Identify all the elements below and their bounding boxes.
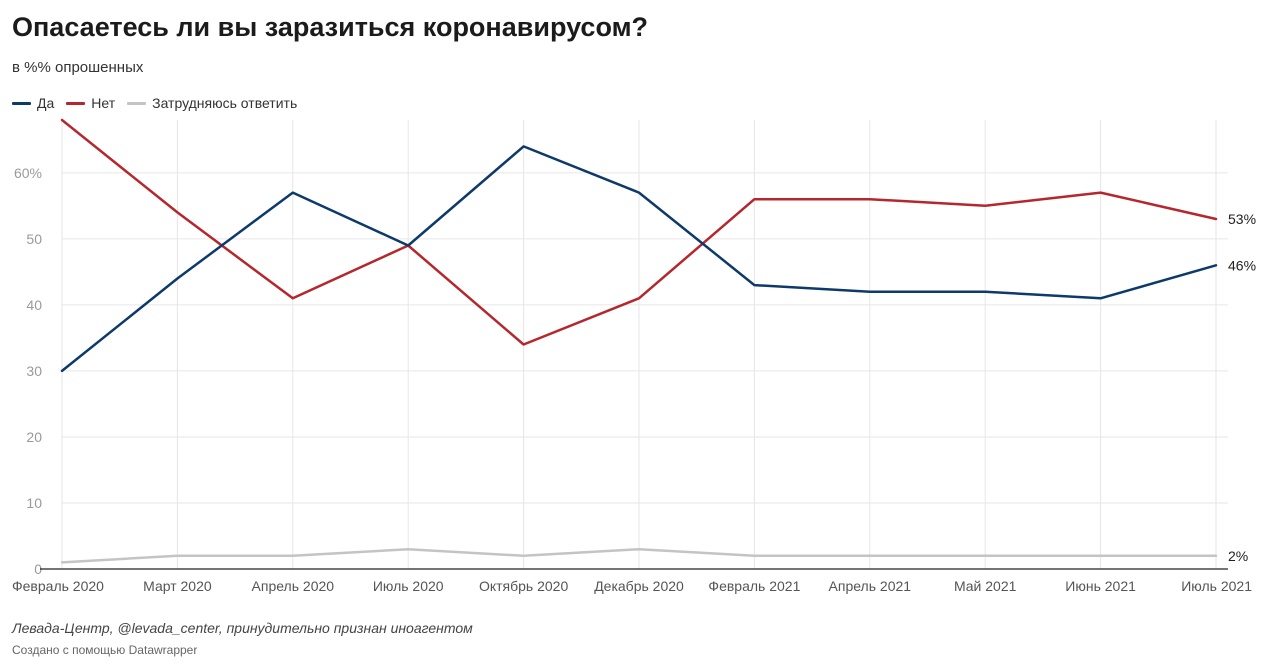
x-tick-label: Март 2020	[143, 578, 212, 594]
x-tick-label: Октябрь 2020	[479, 578, 569, 594]
end-value-label: 2%	[1228, 548, 1248, 564]
legend-item: Да	[12, 95, 54, 111]
y-tick-label: 40	[26, 297, 42, 313]
series-line-1	[60, 145, 1218, 373]
source-note: Левада-Центр, @levada_center, принудител…	[12, 620, 473, 636]
chart-title: Опасаетесь ли вы заразиться коронавирусо…	[12, 12, 649, 42]
series-line-3	[60, 547, 1218, 564]
x-tick-label: Июнь 2021	[1065, 578, 1136, 594]
y-tick-label: 20	[26, 429, 42, 445]
y-tick-label: 50	[26, 231, 42, 247]
x-tick-label: Февраль 2020	[12, 578, 104, 594]
x-tick-label: Июль 2021	[1181, 578, 1252, 594]
legend-swatch	[127, 101, 147, 105]
chart-subtitle: в %% опрошенных	[12, 59, 144, 76]
y-tick-label: 0	[34, 561, 42, 577]
x-tick-label: Февраль 2021	[708, 578, 800, 594]
legend-swatch	[66, 101, 86, 105]
x-tick-label: Декабрь 2020	[594, 578, 684, 594]
legend-swatch	[12, 101, 31, 105]
legend-item: Нет	[66, 95, 115, 111]
x-tick-label: Май 2021	[954, 578, 1017, 594]
legend-label: Да	[37, 95, 55, 111]
end-value-label: 46%	[1228, 257, 1256, 273]
legend-item: Затрудняюсь ответить	[127, 95, 297, 111]
x-tick-label: Апрель 2021	[829, 578, 912, 594]
series-line-2	[60, 118, 1218, 346]
legend-label: Нет	[91, 95, 116, 111]
end-value-label: 53%	[1228, 211, 1256, 227]
x-tick-label: Апрель 2020	[252, 578, 335, 594]
y-tick-label: 10	[26, 495, 42, 511]
credit-note: Создано с помощью Datawrapper	[12, 643, 198, 657]
legend-label: Затрудняюсь ответить	[152, 95, 298, 111]
legend: Да Нет Затрудняюсь ответить	[12, 95, 309, 111]
y-tick-label: 30	[26, 363, 42, 379]
x-tick-label: Июль 2020	[373, 578, 444, 594]
y-tick-label: 60%	[14, 165, 42, 181]
